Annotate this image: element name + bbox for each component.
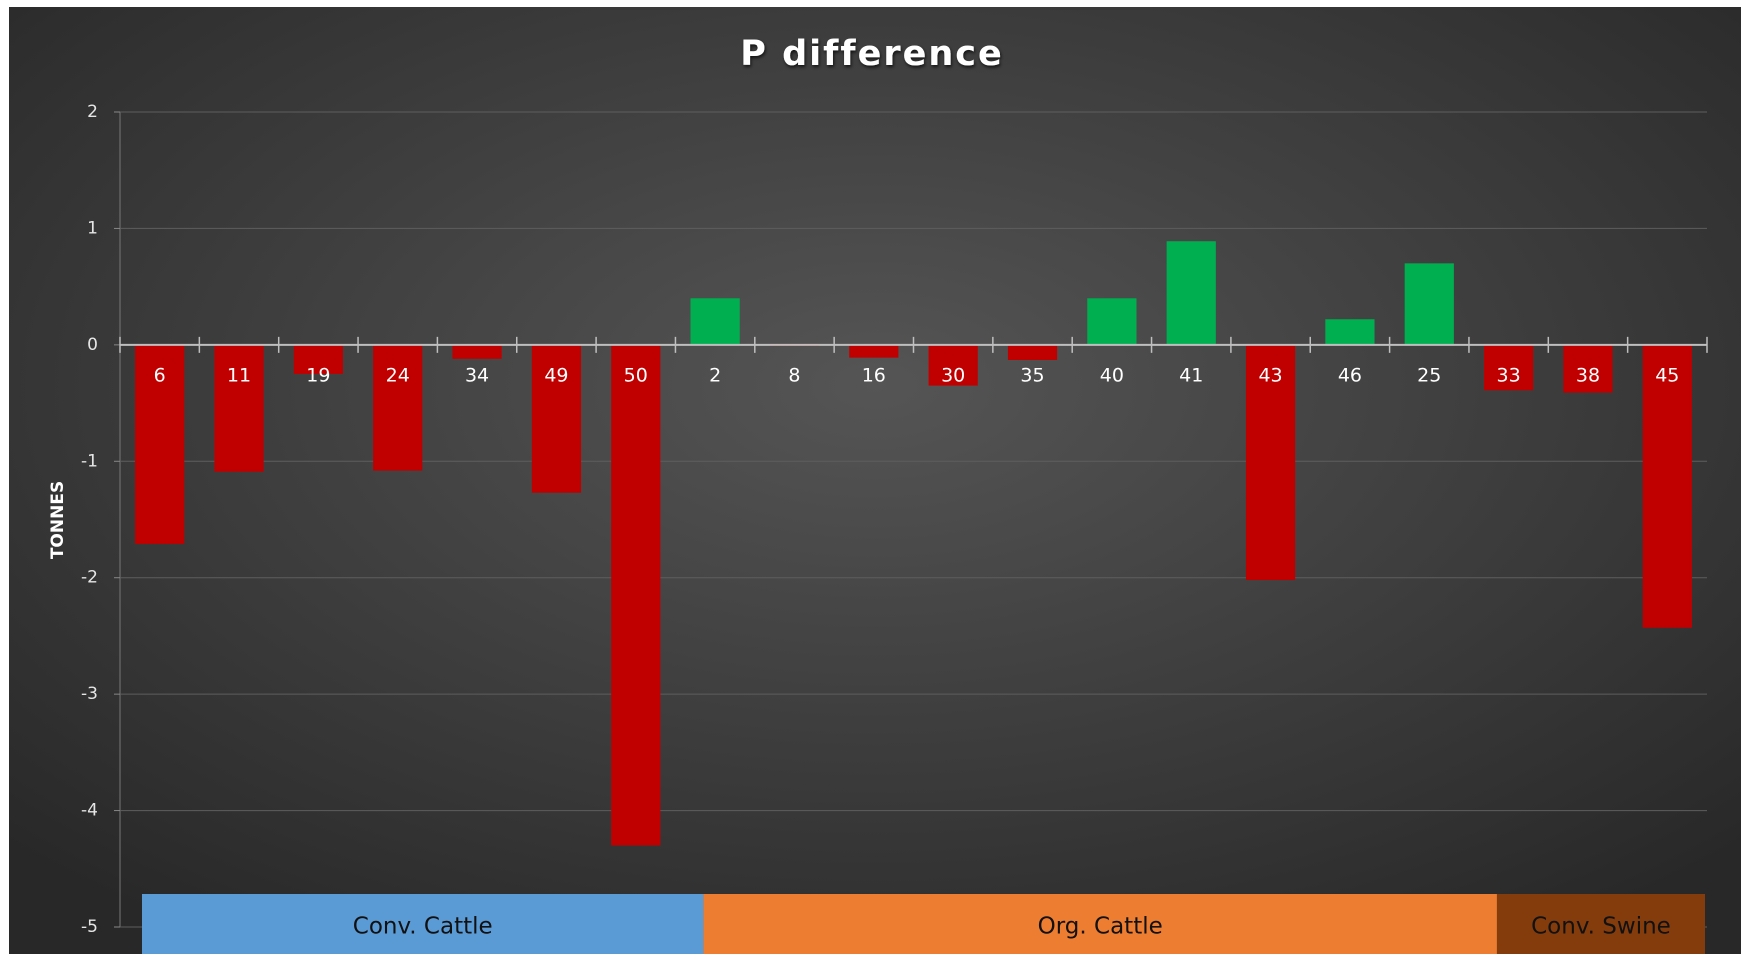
- y-tick-label: -5: [81, 917, 98, 937]
- x-tick-label: 50: [624, 364, 648, 386]
- x-tick-label: 34: [465, 364, 489, 386]
- bar: [690, 298, 740, 345]
- bar: [452, 344, 502, 359]
- bar: [1166, 241, 1216, 345]
- bar: [1325, 319, 1375, 345]
- bar: [135, 344, 185, 544]
- x-tick-label: 45: [1655, 364, 1679, 386]
- bar: [611, 344, 661, 846]
- bar: [1642, 344, 1692, 628]
- bar: [293, 344, 343, 374]
- bar: [1484, 344, 1534, 391]
- y-tick-label: -3: [81, 684, 98, 704]
- group-label: Org. Cattle: [1038, 914, 1163, 940]
- x-tick-label: 8: [788, 364, 800, 386]
- y-tick-label: 2: [87, 102, 98, 122]
- x-tick-label: 46: [1338, 364, 1362, 386]
- x-tick-label: 6: [154, 364, 166, 386]
- y-tick-label: -2: [81, 568, 98, 588]
- bar: [1245, 344, 1296, 581]
- x-tick-label: 35: [1020, 364, 1044, 386]
- bar: [531, 344, 582, 493]
- x-tick-label: 43: [1258, 364, 1282, 386]
- bar: [214, 344, 264, 472]
- x-tick-label: 25: [1417, 364, 1441, 386]
- bar: [849, 344, 899, 358]
- x-tick-label: 33: [1497, 364, 1521, 386]
- group-label: Conv. Cattle: [353, 914, 493, 940]
- x-tick-label: 38: [1576, 364, 1600, 386]
- x-tick-label: 30: [941, 364, 965, 386]
- bar: [1087, 298, 1137, 345]
- x-tick-label: 11: [227, 364, 251, 386]
- x-tick-label: 41: [1179, 364, 1203, 386]
- chart-title: P difference: [740, 34, 1003, 74]
- bar: [928, 344, 978, 386]
- x-tick-label: 24: [386, 364, 410, 386]
- x-tick-label: 16: [862, 364, 886, 386]
- x-tick-label: 40: [1100, 364, 1124, 386]
- group-band: [703, 894, 1497, 954]
- x-tick-label: 2: [709, 364, 721, 386]
- x-tick-label: 49: [544, 364, 568, 386]
- bar: [373, 344, 423, 471]
- y-tick-label: 0: [87, 335, 98, 355]
- y-tick-label: -4: [81, 801, 98, 821]
- chart-background: [9, 7, 1741, 954]
- bar: [1563, 344, 1613, 393]
- group-label: Conv. Swine: [1531, 914, 1671, 940]
- x-tick-label: 19: [306, 364, 330, 386]
- bar: [1007, 344, 1058, 360]
- bar: [1404, 263, 1454, 345]
- y-tick-label: 1: [87, 218, 98, 238]
- group-band: [1496, 894, 1705, 954]
- y-tick-label: -1: [81, 451, 98, 471]
- group-band: [142, 894, 704, 954]
- y-axis-title: TONNES: [48, 481, 68, 559]
